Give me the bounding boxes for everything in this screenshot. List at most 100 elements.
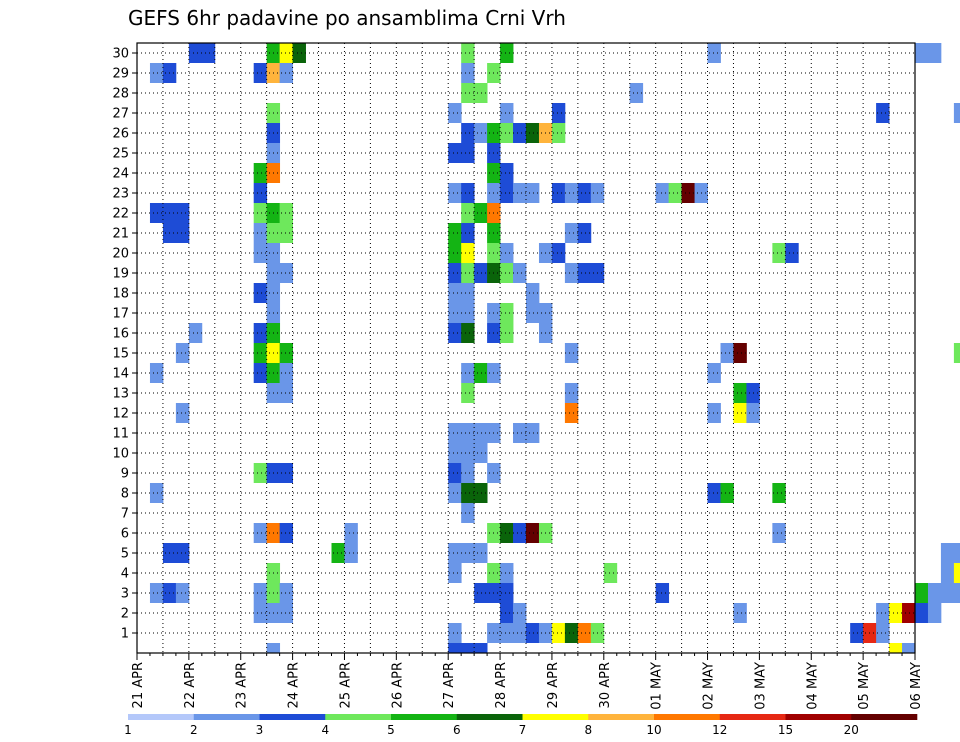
heatmap-cell [551, 103, 566, 123]
heatmap-cell [526, 423, 540, 443]
y-tick-label: 28 [112, 87, 129, 102]
heatmap-cell [474, 123, 488, 143]
heatmap-cell [564, 383, 579, 403]
heatmap-cell [448, 563, 462, 583]
heatmap-cell [513, 263, 527, 283]
heatmap-cell [733, 343, 747, 363]
legend-label: 7 [519, 723, 527, 737]
heatmap-cell [474, 443, 488, 463]
heatmap-cell [500, 43, 514, 63]
heatmap-cell [175, 203, 190, 223]
legend-swatch [654, 714, 721, 720]
y-tick-label: 14 [112, 367, 129, 382]
legend-label: 4 [321, 723, 329, 737]
heatmap-cell [577, 223, 592, 243]
heatmap-cell [149, 483, 164, 503]
heatmap-cell [474, 483, 488, 503]
heatmap-cell [253, 243, 268, 263]
heatmap-cell [461, 423, 475, 443]
x-tick-label: 25 APR [339, 662, 354, 708]
x-tick-label: 27 APR [442, 662, 457, 708]
heatmap-cell [279, 203, 293, 223]
heatmap-cell [188, 323, 203, 343]
heatmap-cell [500, 263, 514, 283]
heatmap-cell [927, 43, 942, 63]
y-tick-label: 22 [112, 207, 129, 222]
heatmap-cell [279, 63, 293, 83]
legend-swatch [259, 714, 326, 720]
heatmap-cell [175, 343, 190, 363]
heatmap-cell [655, 583, 670, 603]
heatmap-cell [564, 623, 579, 643]
heatmap-cell [279, 343, 293, 363]
legend-label: 8 [584, 723, 592, 737]
heatmap-cell [448, 543, 462, 563]
heatmap-cell [889, 643, 903, 653]
heatmap-cell [474, 263, 488, 283]
legend-label: 15 [778, 723, 793, 737]
heatmap-cell [564, 263, 579, 283]
heatmap-cell [785, 243, 799, 263]
heatmap-cell [733, 603, 747, 623]
heatmap-cell [500, 103, 514, 123]
legend-swatch [193, 714, 260, 720]
heatmap-cell [940, 583, 955, 603]
heatmap-cell [461, 543, 475, 563]
heatmap-cell [513, 623, 527, 643]
heatmap-cell [461, 443, 475, 463]
heatmap-cell [953, 563, 960, 583]
heatmap-cell [448, 303, 462, 323]
heatmap-cell [461, 483, 475, 503]
heatmap-cell [253, 203, 268, 223]
heatmap-cell [603, 563, 618, 583]
heatmap-cell [461, 323, 475, 343]
heatmap-cell [253, 163, 268, 183]
heatmap-cell [500, 523, 514, 543]
heatmap-cell [772, 483, 786, 503]
heatmap-cell [448, 283, 462, 303]
x-tick-label: 22 APR [183, 662, 198, 708]
y-tick-label: 12 [112, 407, 129, 422]
heatmap-cell [500, 183, 514, 203]
heatmap-cell [564, 183, 579, 203]
heatmap-cell [448, 223, 462, 243]
y-tick-label: 21 [112, 227, 129, 242]
heatmap-cell [474, 643, 488, 653]
heatmap-cell [500, 583, 514, 603]
heatmap-cell [448, 443, 462, 463]
heatmap-cell [461, 263, 475, 283]
heatmap-cell [474, 423, 488, 443]
x-tick-label: 26 APR [390, 662, 405, 708]
heatmap-cell [564, 343, 579, 363]
y-tick-label: 11 [112, 427, 129, 442]
legend-label: 12 [712, 723, 727, 737]
heatmap-cell [668, 183, 682, 203]
y-tick-label: 5 [121, 547, 129, 562]
x-tick-label: 06 MAY [909, 662, 924, 710]
heatmap-cell [474, 363, 488, 383]
heatmap-cell [915, 583, 929, 603]
legend-label: 1 [124, 723, 132, 737]
y-tick-label: 7 [121, 507, 129, 522]
heatmap-cell [629, 83, 644, 103]
heatmap-cell [902, 643, 916, 653]
heatmap-cell [889, 603, 903, 623]
heatmap-cell [500, 303, 514, 323]
heatmap-cell [707, 363, 721, 383]
heatmap-cell [448, 623, 462, 643]
heatmap-cell [279, 383, 293, 403]
heatmap-cells [149, 43, 960, 653]
y-tick-label: 29 [112, 67, 129, 82]
heatmap-cell [720, 483, 734, 503]
heatmap-cell [474, 583, 488, 603]
x-tick-label: 23 APR [235, 662, 250, 708]
heatmap-cell [461, 123, 475, 143]
heatmap-cell [500, 323, 514, 343]
legend-swatch [588, 714, 655, 720]
heatmap-cell [253, 343, 268, 363]
heatmap-cell [175, 583, 190, 603]
heatmap-cell [279, 263, 293, 283]
heatmap-cell [331, 543, 345, 563]
heatmap-cell [500, 163, 514, 183]
